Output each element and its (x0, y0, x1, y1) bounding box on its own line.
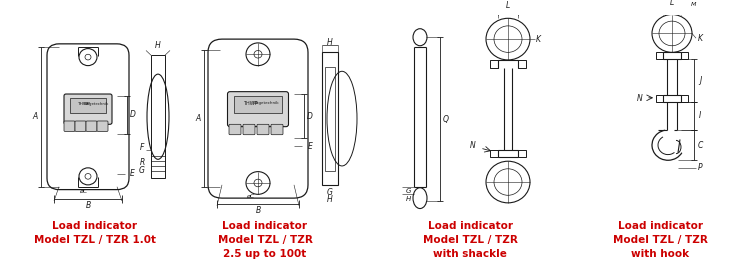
Bar (656, 52, 663, 59)
FancyBboxPatch shape (75, 121, 86, 131)
Bar (681, 52, 688, 59)
FancyBboxPatch shape (257, 124, 269, 135)
Text: Load indicator
Model TZL / TZR 1.0t: Load indicator Model TZL / TZR 1.0t (34, 221, 156, 245)
Bar (70, 98, 106, 113)
Text: P: P (697, 163, 703, 172)
Bar (490, 60, 498, 67)
Text: THWP: THWP (76, 102, 89, 107)
Text: A: A (32, 112, 37, 121)
Text: G: G (139, 166, 145, 175)
FancyBboxPatch shape (86, 121, 97, 131)
Text: A: A (195, 114, 201, 123)
Bar (490, 150, 498, 157)
Text: Load indicator
Model TZL / TZR
with shackle: Load indicator Model TZL / TZR with shac… (422, 221, 518, 259)
Text: I: I (699, 111, 701, 120)
Text: Q: Q (443, 115, 449, 124)
Text: C: C (697, 141, 703, 150)
FancyBboxPatch shape (64, 94, 112, 124)
Text: H: H (405, 196, 410, 202)
Bar (151, 55, 165, 178)
Text: Load indicator
Model TZL / TZR
with hook: Load indicator Model TZL / TZR with hook (613, 221, 708, 259)
Text: øC: øC (79, 189, 87, 194)
FancyBboxPatch shape (97, 121, 108, 131)
Bar (656, 95, 663, 102)
Text: G: G (327, 188, 333, 197)
FancyBboxPatch shape (228, 92, 288, 127)
Text: N: N (470, 141, 476, 150)
Text: M: M (691, 2, 697, 7)
FancyBboxPatch shape (243, 124, 255, 135)
Text: L: L (670, 0, 674, 7)
Text: B: B (255, 206, 261, 215)
Text: H: H (327, 38, 333, 47)
Bar (518, 150, 526, 157)
Text: D: D (307, 112, 313, 121)
Text: F: F (140, 143, 145, 151)
Text: B: B (85, 201, 91, 210)
Text: L: L (506, 2, 510, 11)
Text: N: N (637, 94, 643, 103)
Text: Load indicator
Model TZL / TZR
2.5 up to 100t: Load indicator Model TZL / TZR 2.5 up to… (217, 221, 312, 259)
FancyBboxPatch shape (64, 121, 75, 131)
Bar (518, 60, 526, 67)
Text: D: D (130, 110, 136, 119)
Text: E: E (308, 141, 312, 151)
Text: øC: øC (246, 194, 254, 199)
FancyBboxPatch shape (229, 124, 241, 135)
Text: Wägetechnik: Wägetechnik (83, 102, 109, 107)
Text: Wägetechnik: Wägetechnik (252, 101, 279, 105)
Text: K: K (697, 34, 703, 43)
Text: K: K (536, 35, 541, 44)
Text: THWP: THWP (243, 101, 257, 106)
Bar (322, 52, 338, 185)
Bar (681, 95, 688, 102)
Text: G: G (405, 189, 410, 195)
FancyBboxPatch shape (271, 124, 283, 135)
Bar (325, 67, 335, 171)
Text: H: H (155, 41, 161, 50)
Text: E: E (130, 169, 134, 178)
Text: R: R (139, 158, 145, 167)
Text: J: J (699, 76, 701, 85)
Bar (234, 96, 282, 113)
Text: H: H (327, 195, 333, 204)
